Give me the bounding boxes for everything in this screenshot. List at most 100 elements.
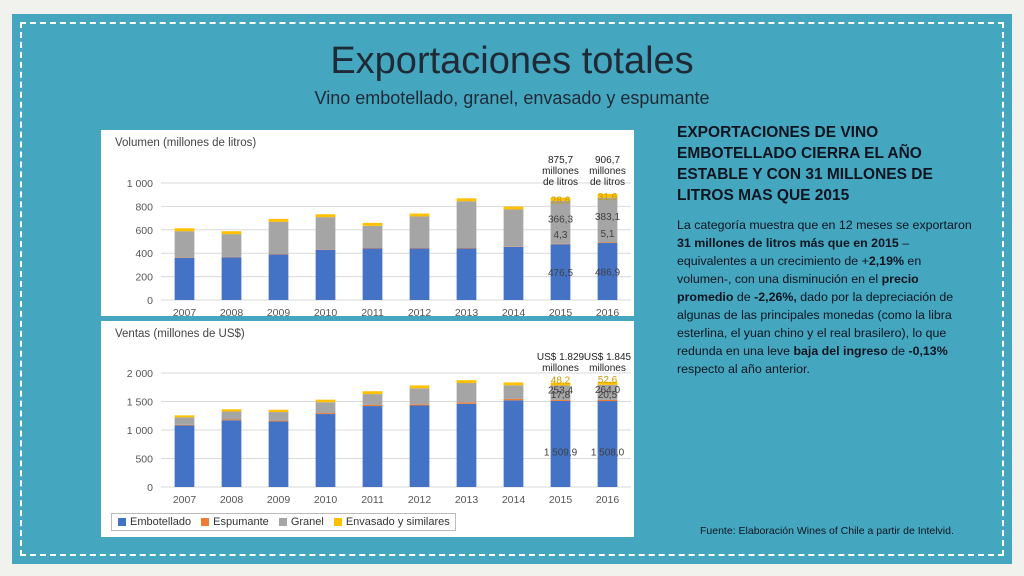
bar-segment-espumante — [268, 420, 289, 422]
bar-segment-envasado — [221, 231, 242, 235]
bar-segment-envasado — [456, 380, 477, 384]
x-tick-label: 2009 — [267, 307, 291, 316]
data-label: 366,3 — [548, 214, 573, 225]
x-tick-label: 2014 — [502, 307, 526, 316]
bar-segment-envasado — [597, 193, 618, 198]
legend-label: Embotellado — [130, 516, 192, 528]
bold-run: 31 millones de litros más que en 2015 — [677, 236, 899, 250]
bar-segment-espumante — [597, 242, 618, 244]
summary-paragraph: La categoría muestra que en 12 meses se … — [677, 216, 977, 378]
bold-run: baja del ingreso — [793, 344, 888, 358]
data-label: 486,9 — [595, 268, 620, 279]
bar-segment-embotellado — [409, 248, 430, 300]
total-label: millones — [589, 363, 626, 374]
x-tick-label: 2011 — [361, 307, 384, 316]
x-tick-label: 2015 — [549, 494, 573, 506]
bar-segment-espumante — [597, 399, 618, 402]
total-label: de litros — [590, 177, 625, 188]
bar-segment-embotellado — [268, 254, 289, 300]
x-tick-label: 2008 — [220, 307, 244, 316]
bar-segment-granel — [221, 411, 242, 420]
bar-segment-embotellado — [315, 249, 336, 300]
y-tick-label: 1 000 — [127, 425, 153, 437]
legend-label: Espumante — [213, 516, 269, 528]
bar-segment-espumante — [362, 404, 383, 407]
data-label: 20,5 — [598, 390, 618, 401]
bar-segment-embotellado — [362, 406, 383, 487]
bar-segment-envasado — [315, 399, 336, 403]
bar-segment-envasado — [503, 206, 524, 210]
bar-segment-embotellado — [550, 400, 571, 487]
bar-segment-embotellado — [268, 421, 289, 487]
legend-item-granel: Granel — [278, 516, 324, 528]
total-label: 906,7 — [595, 155, 620, 166]
bar-segment-envasado — [597, 381, 618, 385]
x-tick-label: 2008 — [220, 494, 244, 506]
page-title: Exportaciones totales — [330, 40, 694, 82]
bar-segment-embotellado — [362, 248, 383, 300]
data-label: 4,3 — [554, 230, 568, 241]
text-run: en volumen-, con una disminución en el — [677, 254, 922, 286]
data-label: 476,5 — [548, 268, 573, 279]
total-label: de litros — [543, 177, 578, 188]
bar-segment-granel — [503, 385, 524, 399]
volume-chart: Volumen (millones de litros) 0 200 400 600 80… — [115, 137, 631, 316]
text-run: –equivalentes a un crecimiento de + — [677, 236, 910, 268]
data-label: 31,6 — [598, 192, 618, 203]
x-tick-label: 2009 — [267, 494, 291, 506]
bar-segment-granel — [597, 197, 618, 243]
sales-chart-panel: Ventas (millones de US$) 0 500 1 000 1 500 2 … — [101, 321, 634, 537]
bar-segment-envasado — [268, 218, 289, 222]
bold-run: 2,19% — [868, 254, 904, 268]
text-run: La categoría muestra que en 12 meses se … — [677, 218, 972, 232]
total-label: US$ 1.829 — [537, 352, 585, 363]
bar-segment-envasado — [362, 222, 383, 226]
bar-segment-granel — [315, 402, 336, 414]
bar-segment-embotellado — [597, 243, 618, 300]
bar-segment-granel — [221, 234, 242, 257]
bar-segment-embotellado — [503, 246, 524, 300]
x-tick-label: 2010 — [314, 307, 338, 316]
y-tick-label: 500 — [135, 454, 153, 466]
bar-segment-envasado — [221, 409, 242, 412]
y-tick-label: 1 000 — [127, 178, 153, 190]
data-label: 253,4 — [548, 385, 573, 396]
data-label: 17,8 — [551, 390, 571, 401]
bar-segment-granel — [268, 221, 289, 255]
legend-item-embotellado: Embotellado — [118, 516, 191, 528]
x-tick-label: 2007 — [173, 307, 197, 316]
bar-segment-espumante — [550, 399, 571, 401]
bar-segment-envasado — [174, 228, 195, 232]
bar-segment-embotellado — [456, 248, 477, 300]
sales-chart: Ventas (millones de US$) 0 500 1 000 1 500 2 … — [115, 328, 632, 506]
bar-segment-embotellado — [174, 257, 195, 300]
bar-segment-envasado — [315, 214, 336, 218]
bar-segment-envasado — [174, 415, 195, 418]
bar-segment-embotellado — [503, 400, 524, 487]
legend-item-envasado: Envasado y similares — [333, 516, 450, 528]
bar-segment-granel — [456, 201, 477, 249]
bar-segment-espumante — [409, 404, 430, 406]
bar-segment-granel — [409, 216, 430, 249]
x-tick-label: 2011 — [361, 494, 384, 506]
data-label: 5,1 — [601, 229, 615, 240]
bar-segment-granel — [315, 217, 336, 250]
legend-label: Envasado y similares — [345, 516, 450, 528]
bar-segment-granel — [409, 388, 430, 405]
bar-segment-envasado — [409, 385, 430, 389]
text-run: de — [733, 290, 755, 304]
total-label: millones — [542, 363, 579, 374]
bar-segment-espumante — [221, 419, 242, 421]
legend-label: Granel — [290, 516, 324, 528]
bar-segment-espumante — [174, 424, 195, 426]
bar-segment-espumante — [550, 243, 571, 245]
slide-background: Exportaciones totales Vino embotellado, … — [12, 14, 1012, 564]
y-tick-label: 0 — [147, 295, 153, 307]
bar-segment-envasado — [550, 197, 571, 201]
bar-segment-embotellado — [456, 403, 477, 487]
bar-segment-granel — [268, 412, 289, 421]
bar-segment-envasado — [268, 409, 289, 413]
text-run: respecto al año anterior. — [677, 362, 810, 376]
data-label: 264,0 — [595, 385, 620, 396]
page-subtitle: Vino embotellado, granel, envasado y esp… — [314, 88, 710, 108]
